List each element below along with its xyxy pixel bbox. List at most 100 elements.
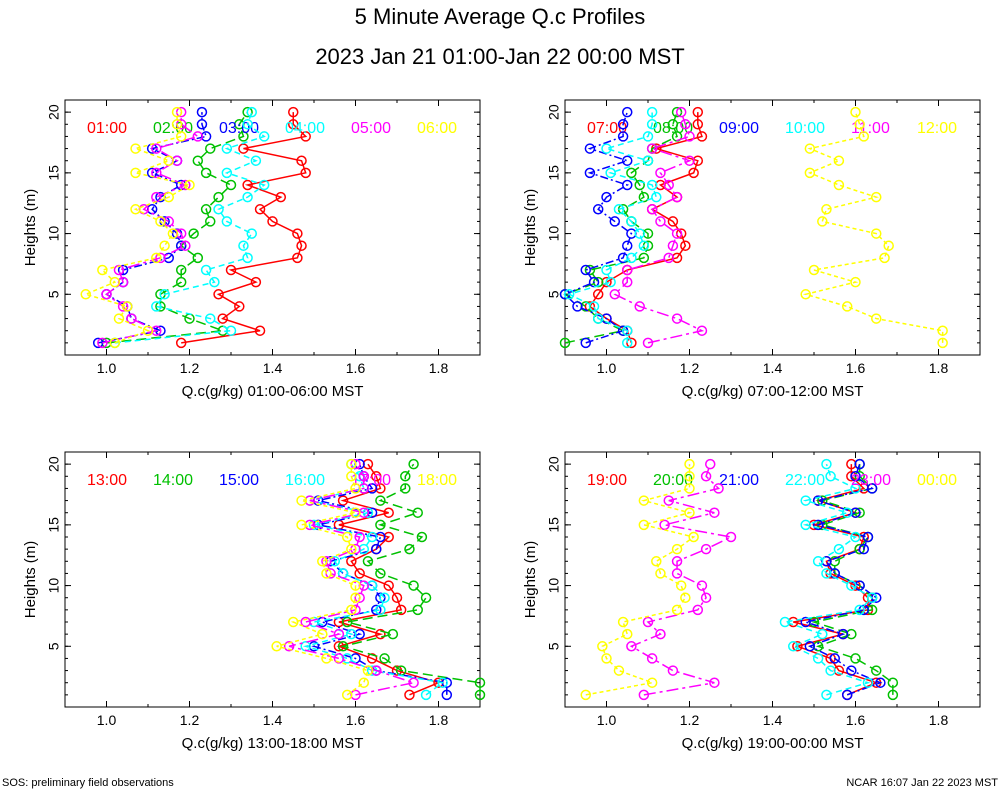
data-point (130, 204, 141, 215)
plot-frame (564, 451, 981, 708)
y-tick-label: 10 (546, 226, 562, 242)
series-line-0500 (102, 112, 200, 344)
data-point (671, 191, 683, 203)
data-point (833, 543, 845, 555)
data-point (288, 119, 299, 130)
data-point (213, 289, 224, 300)
data-point (584, 264, 596, 276)
data-point (159, 289, 170, 300)
data-point (684, 131, 695, 142)
data-point (80, 289, 91, 300)
data-point (238, 131, 249, 142)
legend-entry: 18:00 (417, 472, 457, 489)
data-point (375, 495, 386, 506)
data-point (113, 313, 125, 324)
data-point (242, 191, 253, 203)
data-point (346, 556, 357, 567)
data-point (317, 556, 328, 567)
data-point (366, 531, 378, 543)
data-point (617, 131, 629, 142)
data-point (605, 276, 616, 288)
data-point (346, 471, 357, 482)
data-point (151, 252, 162, 264)
data-point (200, 167, 212, 179)
data-point (646, 179, 658, 191)
data-point (854, 604, 865, 616)
data-point (642, 616, 654, 628)
data-point (634, 301, 645, 312)
data-point (300, 131, 311, 142)
y-axis-label: Heights (m) (522, 189, 539, 267)
y-tick-label: 20 (46, 456, 62, 472)
data-point (779, 616, 791, 628)
data-point (663, 179, 674, 191)
data-point (180, 179, 191, 191)
data-point (613, 204, 625, 215)
data-point (572, 301, 583, 312)
series-line-0700 (588, 112, 703, 344)
data-point (684, 458, 695, 470)
data-point (408, 458, 419, 470)
data-point (850, 106, 861, 118)
data-point (375, 604, 386, 616)
data-point (371, 471, 382, 482)
data-point (671, 556, 683, 567)
page-title: 5 Minute Average Q.c Profiles (354, 4, 646, 29)
data-point (175, 337, 187, 349)
plot-frame (64, 451, 481, 708)
data-point (250, 155, 262, 166)
y-tick-label: 20 (546, 456, 562, 472)
data-point (254, 325, 266, 336)
y-tick-label: 20 (46, 104, 62, 120)
x-tick-label: 1.0 (597, 360, 617, 376)
legend-entry: 23:00 (851, 472, 891, 489)
data-point (667, 665, 679, 676)
y-tick-label: 15 (46, 165, 62, 181)
data-point (684, 471, 695, 482)
data-point (101, 289, 112, 300)
series-line-1300 (336, 463, 441, 696)
data-point (601, 191, 612, 203)
data-point (350, 580, 361, 591)
data-point (346, 458, 357, 470)
data-point (592, 204, 604, 215)
data-point (655, 628, 666, 640)
data-point (626, 252, 637, 264)
data-point (296, 495, 307, 506)
y-tick-label: 10 (546, 578, 562, 594)
data-point (655, 216, 666, 227)
data-point (474, 689, 486, 701)
data-point (821, 204, 832, 215)
data-point (684, 507, 695, 518)
data-point (667, 216, 679, 227)
data-point (937, 325, 948, 336)
data-point (258, 179, 270, 191)
data-point (130, 167, 141, 179)
data-point (850, 276, 861, 288)
data-point (395, 604, 407, 616)
legend-entry: 20:00 (653, 472, 693, 489)
data-point (354, 568, 365, 579)
data-point (346, 604, 357, 616)
x-tick-label: 1.2 (680, 360, 700, 376)
data-point (617, 119, 629, 130)
data-point (862, 531, 874, 543)
x-tick-label: 1.2 (180, 712, 200, 728)
data-point (584, 143, 596, 154)
data-point (109, 276, 121, 288)
data-point (684, 155, 695, 166)
data-point (234, 301, 245, 312)
data-point (171, 106, 183, 118)
data-point (175, 240, 187, 251)
data-point (638, 191, 650, 203)
legend-entry: 13:00 (87, 472, 127, 489)
data-point (346, 628, 357, 640)
data-point (400, 471, 411, 482)
data-point (866, 483, 878, 494)
data-point (358, 471, 370, 482)
data-point (420, 689, 432, 701)
legend-entry: 05:00 (351, 120, 391, 137)
data-point (379, 653, 390, 664)
data-point (288, 106, 299, 118)
